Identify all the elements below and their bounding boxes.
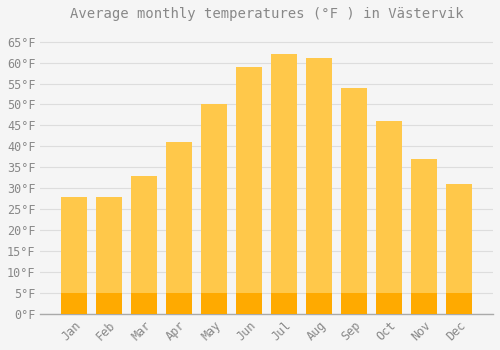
Bar (96, 293, 122, 314)
Bar (201, 293, 228, 314)
Bar (96, 197, 122, 314)
Bar (446, 293, 472, 314)
Bar (411, 159, 438, 314)
Bar (306, 293, 332, 314)
Bar (306, 58, 332, 314)
Bar (166, 293, 192, 314)
Bar (271, 54, 297, 314)
Bar (446, 184, 472, 314)
Bar (236, 67, 262, 314)
Bar (201, 104, 228, 314)
Bar (411, 293, 438, 314)
Bar (61, 293, 87, 314)
Bar (341, 88, 367, 314)
Bar (131, 176, 157, 314)
Bar (376, 293, 402, 314)
Title: Average monthly temperatures (°F ) in Västervik: Average monthly temperatures (°F ) in Vä… (70, 7, 464, 21)
Bar (61, 197, 87, 314)
Bar (131, 293, 157, 314)
Bar (166, 142, 192, 314)
Bar (271, 293, 297, 314)
Bar (376, 121, 402, 314)
Bar (341, 293, 367, 314)
Bar (236, 293, 262, 314)
